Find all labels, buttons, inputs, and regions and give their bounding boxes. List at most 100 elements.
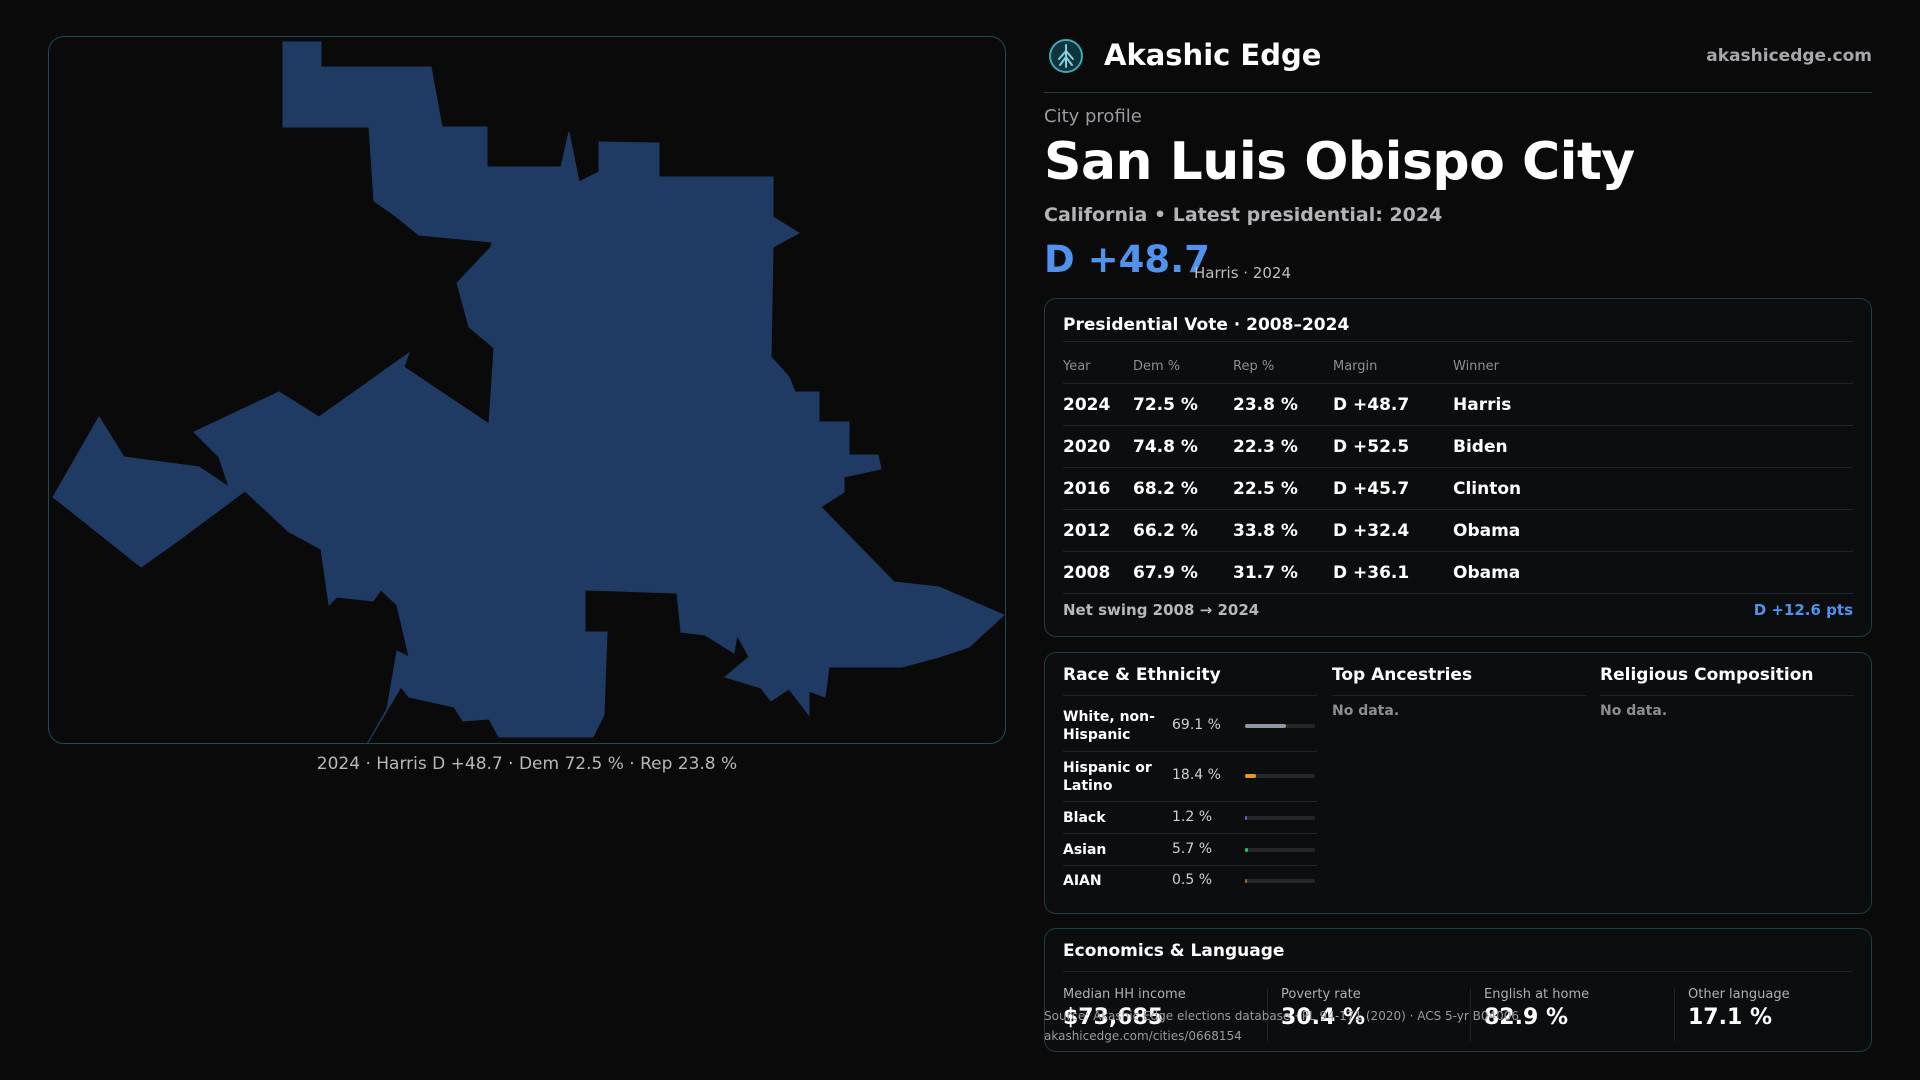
divider [1470, 989, 1471, 1041]
rep-share-cell: 22.3 % [1233, 425, 1333, 468]
race-percent: 1.2 % [1172, 809, 1213, 825]
source-note: Source: Akashic Edge elections database … [1044, 1006, 1519, 1046]
column-header: Winner [1453, 349, 1853, 384]
rep-share-cell: 22.5 % [1233, 467, 1333, 510]
religion-empty: No data. [1600, 703, 1668, 719]
stat-value: 17.1 % [1688, 1005, 1772, 1030]
stat-english-at-home: English at home 82.9 % [1470, 987, 1670, 1047]
stat-value: $73,685 [1063, 1005, 1164, 1030]
map-caption: 2024 · Harris D +48.7 · Dem 72.5 % · Rep… [316, 754, 738, 774]
margin-cell: D +36.1 [1333, 551, 1453, 594]
demographics-card: Race & Ethnicity White, non-Hispanic 69.… [1044, 652, 1872, 914]
winner-cell: Biden [1453, 425, 1853, 468]
race-bar-track [1245, 848, 1315, 852]
race-row: Asian 5.7 % [1063, 835, 1317, 866]
brand-header: Akashic Edge akashicedge.com [1044, 36, 1872, 93]
race-percent: 69.1 % [1172, 717, 1221, 733]
margin-cell: D +52.5 [1333, 425, 1453, 468]
brand-url[interactable]: akashicedge.com [1706, 46, 1872, 66]
stat-label: Other language [1688, 987, 1790, 1002]
stat-label: Median HH income [1063, 987, 1186, 1002]
dem-share-cell: 68.2 % [1133, 467, 1233, 510]
race-bar-track [1245, 724, 1315, 728]
stat-other-language: Other language 17.1 % [1674, 987, 1864, 1047]
year-cell: 2016 [1063, 467, 1133, 510]
race-percent: 5.7 % [1172, 841, 1213, 857]
dem-share-cell: 67.9 % [1133, 551, 1233, 594]
source-citation: Source: Akashic Edge elections database … [1044, 1009, 1520, 1023]
race-bar-fill [1245, 774, 1256, 778]
winner-cell: Obama [1453, 509, 1853, 552]
race-bar-fill [1245, 816, 1247, 820]
divider [1600, 695, 1854, 696]
presidential-vote-table: Year Dem % Rep % Margin Winner 2024 72.5… [1063, 349, 1853, 594]
race-bar-track [1245, 879, 1315, 883]
divider [1674, 989, 1675, 1041]
economics-card: Economics & Language Median HH income $7… [1044, 928, 1872, 1052]
page-kicker: City profile [1044, 106, 1142, 127]
presidential-vote-card: Presidential Vote · 2008–2024 Year Dem %… [1044, 298, 1872, 637]
race-row: White, non-Hispanic 69.1 % [1063, 703, 1317, 752]
headline-margin: D +48.7 [1044, 238, 1210, 281]
year-cell: 2012 [1063, 509, 1133, 552]
divider [1267, 989, 1268, 1041]
race-bar-fill [1245, 879, 1247, 883]
city-map[interactable] [48, 36, 1006, 744]
ancestries-empty: No data. [1332, 703, 1400, 719]
tree-emblem-icon[interactable] [1048, 38, 1084, 74]
presidential-vote-title: Presidential Vote · 2008–2024 [1063, 315, 1350, 335]
table-header-row: Year Dem % Rep % Margin Winner [1063, 349, 1853, 384]
stat-poverty-rate: Poverty rate 30.4 % [1267, 987, 1467, 1047]
margin-cell: D +32.4 [1333, 509, 1453, 552]
rep-share-cell: 23.8 % [1233, 383, 1333, 426]
city-boundary-shape[interactable] [52, 41, 1005, 744]
rep-share-cell: 31.7 % [1233, 551, 1333, 594]
stat-label: Poverty rate [1281, 987, 1361, 1002]
stat-value: 82.9 % [1484, 1005, 1568, 1030]
dem-share-cell: 66.2 % [1133, 509, 1233, 552]
race-bar-fill [1245, 724, 1287, 728]
stat-median-income: Median HH income $73,685 [1049, 987, 1249, 1047]
page-title: San Luis Obispo City [1044, 132, 1635, 192]
race-label: White, non-Hispanic [1063, 709, 1155, 743]
margin-cell: D +45.7 [1333, 467, 1453, 510]
race-bar-track [1245, 816, 1315, 820]
table-row[interactable]: 2020 74.8 % 22.3 % D +52.5 Biden [1063, 425, 1853, 468]
religious-composition-title: Religious Composition [1600, 665, 1814, 685]
race-label: Asian [1063, 842, 1107, 858]
race-row: AIAN 0.5 % [1063, 866, 1317, 896]
column-header: Rep % [1233, 349, 1333, 384]
stat-value: 30.4 % [1281, 1005, 1365, 1030]
column-header: Margin [1333, 349, 1453, 384]
source-link[interactable]: akashicedge.com/cities/0668154 [1044, 1029, 1242, 1043]
year-cell: 2024 [1063, 383, 1133, 426]
net-swing-label: Net swing 2008 → 2024 [1063, 601, 1260, 619]
margin-cell: D +48.7 [1333, 383, 1453, 426]
winner-cell: Harris [1453, 383, 1853, 426]
race-label: AIAN [1063, 873, 1102, 889]
column-header: Dem % [1133, 349, 1233, 384]
race-row: Hispanic or Latino 18.4 % [1063, 753, 1317, 802]
table-row[interactable]: 2024 72.5 % 23.8 % D +48.7 Harris [1063, 383, 1853, 426]
rep-share-cell: 33.8 % [1233, 509, 1333, 552]
year-cell: 2008 [1063, 551, 1133, 594]
dem-share-cell: 72.5 % [1133, 383, 1233, 426]
brand-name[interactable]: Akashic Edge [1104, 38, 1322, 72]
column-header: Year [1063, 349, 1133, 384]
table-row[interactable]: 2008 67.9 % 31.7 % D +36.1 Obama [1063, 551, 1853, 594]
city-boundary-map [52, 41, 1005, 744]
race-row: Black 1.2 % [1063, 803, 1317, 834]
headline-margin-note: Harris · 2024 [1194, 264, 1292, 282]
race-label: Hispanic or Latino [1063, 760, 1152, 794]
dem-share-cell: 74.8 % [1133, 425, 1233, 468]
race-percent: 18.4 % [1172, 767, 1221, 783]
winner-cell: Obama [1453, 551, 1853, 594]
divider [1063, 695, 1317, 696]
divider [1063, 971, 1853, 972]
race-bar-track [1245, 774, 1315, 778]
page-subtitle: California • Latest presidential: 2024 [1044, 204, 1443, 226]
table-row[interactable]: 2016 68.2 % 22.5 % D +45.7 Clinton [1063, 467, 1853, 510]
table-row[interactable]: 2012 66.2 % 33.8 % D +32.4 Obama [1063, 509, 1853, 552]
top-ancestries-title: Top Ancestries [1332, 665, 1473, 685]
race-percent: 0.5 % [1172, 872, 1213, 888]
